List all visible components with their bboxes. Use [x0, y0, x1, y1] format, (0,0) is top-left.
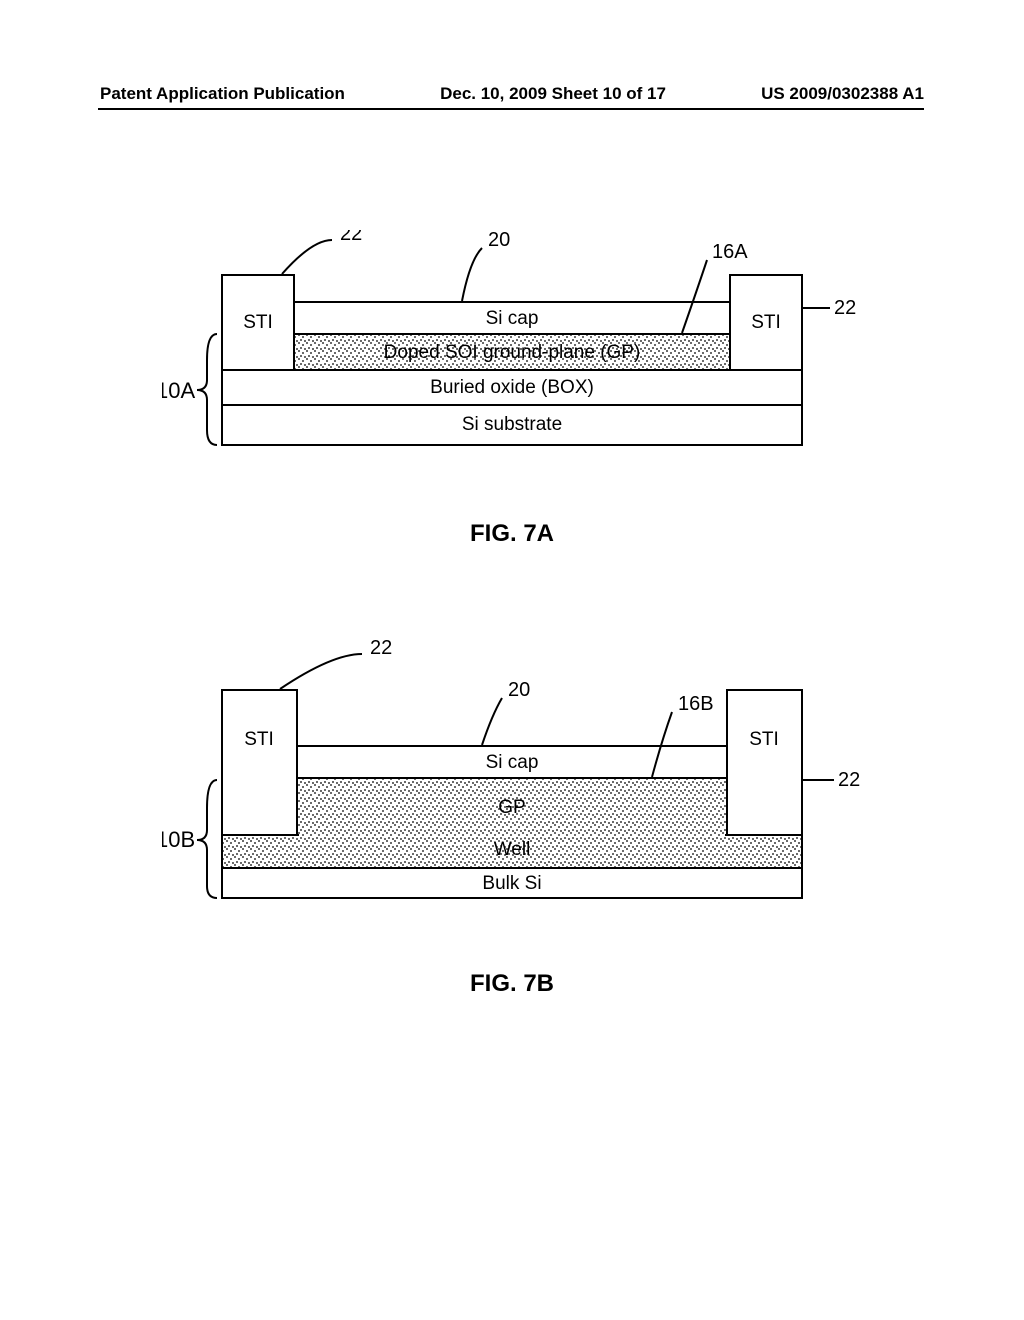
brace-10b [197, 780, 217, 898]
leader-20 [462, 248, 482, 301]
ref-22-left: 22 [340, 230, 362, 245]
figure-7a: Si substrate Buried oxide (BOX) Doped SO… [0, 230, 1024, 548]
header-right: US 2009/0302388 A1 [761, 84, 924, 104]
brace-10a [197, 334, 217, 445]
layer-sicap-label: Si cap [486, 308, 539, 329]
leader-20-b [482, 698, 502, 745]
header-rule [98, 108, 924, 110]
layer-gp-label-b: GP [498, 797, 525, 818]
stipple-seam-cover [299, 832, 725, 838]
brace-10b-label: 10B [162, 827, 195, 852]
ref-16a: 16A [712, 241, 748, 263]
ref-16b: 16B [678, 693, 714, 715]
ref-22-right: 22 [834, 297, 856, 319]
figure-7a-caption: FIG. 7A [0, 520, 1024, 548]
brace-10a-label: 10A [162, 378, 195, 403]
sti-left-label: STI [243, 312, 273, 333]
fig7b-svg: Bulk Si GP Well Si cap STI STI [162, 640, 862, 940]
layer-well-label: Well [494, 839, 531, 860]
ref-22-left-b: 22 [370, 640, 392, 659]
ref-22-right-b: 22 [838, 769, 860, 791]
ref-20: 20 [488, 230, 510, 251]
figure-7b: Bulk Si GP Well Si cap STI STI [0, 640, 1024, 998]
sti-left-b-label: STI [244, 729, 274, 750]
ref-20-b: 20 [508, 679, 530, 701]
layer-box-label: Buried oxide (BOX) [430, 377, 594, 398]
layer-bulk-label: Bulk Si [482, 873, 541, 894]
layer-gp-label: Doped SOI ground-plane (GP) [384, 342, 641, 363]
figure-7a-diagram: Si substrate Buried oxide (BOX) Doped SO… [162, 230, 862, 490]
sti-right-label: STI [751, 312, 781, 333]
header-left: Patent Application Publication [100, 84, 345, 104]
leader-22-left [282, 240, 332, 274]
fig7a-svg: Si substrate Buried oxide (BOX) Doped SO… [162, 230, 862, 490]
header-center: Dec. 10, 2009 Sheet 10 of 17 [440, 84, 666, 104]
sti-left-b [222, 690, 297, 835]
layer-substrate-label: Si substrate [462, 414, 562, 435]
page-header: Patent Application Publication Dec. 10, … [0, 84, 1024, 104]
figure-7b-caption: FIG. 7B [0, 970, 1024, 998]
page: Patent Application Publication Dec. 10, … [0, 0, 1024, 1320]
sti-right-b [727, 690, 802, 835]
leader-22-left-b [280, 654, 362, 689]
layer-sicap-b-label: Si cap [486, 752, 539, 773]
figure-7b-diagram: Bulk Si GP Well Si cap STI STI [162, 640, 862, 940]
sti-right-b-label: STI [749, 729, 779, 750]
